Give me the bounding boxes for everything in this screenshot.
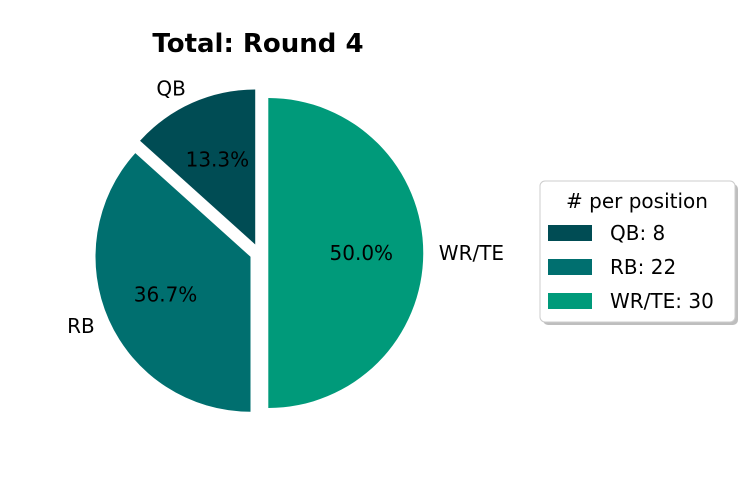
pie-slices (95, 89, 424, 412)
legend-title: # per position (566, 189, 708, 213)
legend-label-wr-te: WR/TE: 30 (610, 289, 714, 313)
legend: # per position QB: 8 RB: 22 WR/TE: 30 (539, 180, 738, 325)
pie-labels: 13.3% QB 36.7% RB 50.0% WR/TE (67, 77, 504, 338)
pie-slice-wr-te (268, 98, 424, 408)
legend-label-rb: RB: 22 (610, 255, 676, 279)
pct-label-wr-te: 50.0% (330, 241, 394, 265)
chart-title: Total: Round 4 (152, 29, 363, 59)
legend-label-qb: QB: 8 (610, 221, 665, 245)
legend-box (539, 180, 736, 323)
legend-swatch-rb (548, 259, 592, 275)
legend-items: QB: 8 RB: 22 WR/TE: 30 (548, 221, 714, 313)
slice-label-wr-te: WR/TE (439, 241, 504, 265)
slice-label-rb: RB (67, 314, 95, 338)
pct-label-rb: 36.7% (134, 283, 198, 307)
legend-swatch-wr-te (548, 293, 592, 309)
legend-swatch-qb (548, 225, 592, 241)
slice-label-qb: QB (156, 77, 185, 101)
pie-slice-qb (140, 89, 256, 245)
pct-label-qb: 13.3% (186, 148, 250, 172)
pie-slice-rb (95, 153, 251, 412)
